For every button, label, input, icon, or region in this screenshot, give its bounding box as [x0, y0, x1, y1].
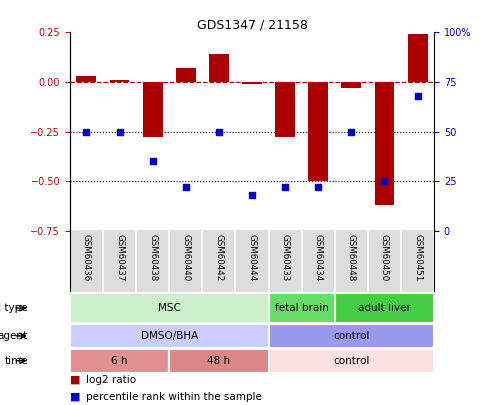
Point — [347, 128, 355, 135]
Point — [182, 184, 190, 190]
Point — [414, 93, 422, 99]
FancyBboxPatch shape — [268, 293, 335, 323]
Text: GSM60433: GSM60433 — [280, 234, 289, 281]
Bar — [209, 54, 229, 82]
Point — [82, 128, 90, 135]
Text: GSM60440: GSM60440 — [181, 234, 190, 281]
Text: control: control — [333, 356, 370, 366]
FancyBboxPatch shape — [268, 349, 434, 373]
Text: GSM60436: GSM60436 — [82, 234, 91, 281]
Text: adult liver: adult liver — [358, 303, 411, 313]
Point — [215, 128, 223, 135]
FancyBboxPatch shape — [70, 349, 169, 373]
Text: GSM60434: GSM60434 — [314, 234, 323, 281]
Text: GSM60450: GSM60450 — [380, 234, 389, 281]
Bar — [408, 34, 428, 82]
Text: MSC: MSC — [158, 303, 181, 313]
Bar — [176, 68, 196, 82]
FancyBboxPatch shape — [335, 293, 434, 323]
Text: cell type: cell type — [0, 303, 28, 313]
Text: 48 h: 48 h — [207, 356, 231, 366]
Text: time: time — [4, 356, 28, 366]
Point — [149, 158, 157, 164]
FancyBboxPatch shape — [169, 349, 268, 373]
Text: fetal brain: fetal brain — [275, 303, 329, 313]
Bar — [242, 82, 262, 84]
Bar — [76, 76, 96, 82]
Bar — [110, 80, 129, 82]
Bar — [143, 82, 163, 137]
Text: log2 ratio: log2 ratio — [86, 375, 136, 385]
Point — [116, 128, 124, 135]
Text: 6 h: 6 h — [111, 356, 128, 366]
Text: percentile rank within the sample: percentile rank within the sample — [86, 392, 262, 402]
Bar — [308, 82, 328, 181]
Point — [314, 184, 322, 190]
Bar — [275, 82, 295, 137]
FancyBboxPatch shape — [268, 324, 434, 348]
Text: ■: ■ — [70, 392, 80, 402]
Bar — [375, 82, 394, 205]
Text: agent: agent — [0, 331, 28, 341]
Point — [281, 184, 289, 190]
Point — [380, 178, 388, 184]
FancyBboxPatch shape — [70, 324, 268, 348]
FancyBboxPatch shape — [70, 293, 268, 323]
Bar — [341, 82, 361, 88]
Text: GSM60438: GSM60438 — [148, 234, 157, 281]
Text: GSM60448: GSM60448 — [347, 234, 356, 281]
Point — [248, 192, 256, 198]
Text: GSM60442: GSM60442 — [215, 234, 224, 281]
Text: control: control — [333, 331, 370, 341]
Text: GSM60444: GSM60444 — [248, 234, 256, 281]
Text: ■: ■ — [70, 375, 80, 385]
Text: GSM60451: GSM60451 — [413, 234, 422, 281]
Title: GDS1347 / 21158: GDS1347 / 21158 — [197, 18, 307, 31]
Text: DMSO/BHA: DMSO/BHA — [141, 331, 198, 341]
Text: GSM60437: GSM60437 — [115, 234, 124, 281]
